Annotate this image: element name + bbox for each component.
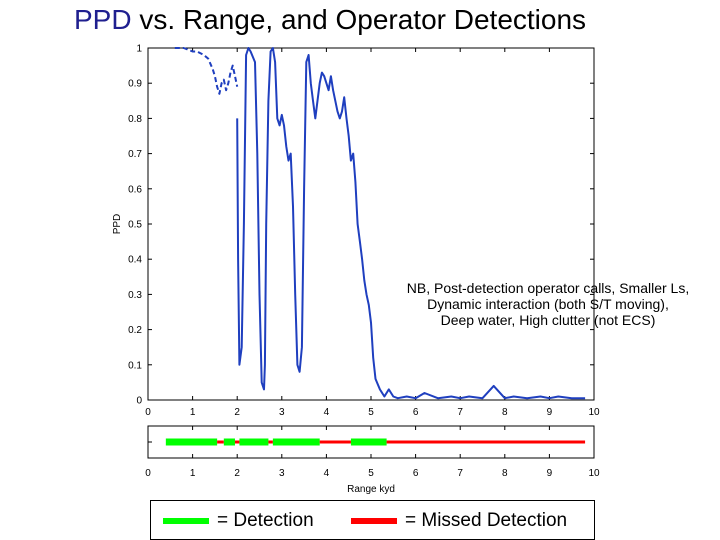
- y-tick-label: 0.7: [128, 149, 142, 160]
- y-tick-label: 0.8: [128, 114, 142, 125]
- y-tick-label: 1: [136, 44, 142, 55]
- strip-x-tick-label: 6: [413, 468, 419, 479]
- legend-missed-label: = Missed Detection: [405, 510, 568, 531]
- x-tick-label: 10: [588, 407, 600, 418]
- strip-x-tick-label: 10: [588, 468, 600, 479]
- strip-x-tick-label: 0: [145, 468, 151, 479]
- y-tick-label: 0.2: [128, 325, 142, 336]
- slide-title: PPD vs. Range, and Operator Detections: [0, 4, 720, 36]
- detection-swatch: [163, 518, 209, 524]
- y-tick-label: 0.4: [128, 255, 142, 266]
- annotation-line: Deep water, High clutter (not ECS): [441, 312, 656, 328]
- x-axis-label: Range kyd: [347, 484, 395, 495]
- annotation-line: Dynamic interaction (both S/T moving),: [427, 296, 669, 312]
- y-tick-label: 0: [136, 396, 142, 407]
- ppd-line-solid: [236, 47, 586, 400]
- strip-x-tick-label: 3: [279, 468, 285, 479]
- x-tick-label: 5: [368, 407, 374, 418]
- x-tick-label: 8: [502, 407, 508, 418]
- strip-x-tick-label: 4: [324, 468, 330, 479]
- x-tick-label: 3: [279, 407, 285, 418]
- legend-detection-label: = Detection: [217, 510, 314, 531]
- strip-x-tick-label: 7: [457, 468, 463, 479]
- legend-item-missed: = Missed Detection: [351, 510, 567, 532]
- strip-x-tick-label: 2: [234, 468, 240, 479]
- y-tick-label: 0.1: [128, 360, 142, 371]
- y-tick-label: 0.9: [128, 79, 142, 90]
- y-axis-label: PPD: [112, 214, 123, 235]
- strip-x-tick-label: 8: [502, 468, 508, 479]
- x-tick-label: 2: [234, 407, 240, 418]
- legend: = Detection = Missed Detection: [150, 500, 595, 540]
- strip-x-tick-label: 5: [368, 468, 374, 479]
- x-tick-label: 9: [547, 407, 553, 418]
- slide-title-accent: PPD: [74, 4, 132, 35]
- slide-title-rest: vs. Range, and Operator Detections: [131, 4, 587, 35]
- legend-item-detection: = Detection: [163, 510, 314, 532]
- x-tick-label: 7: [457, 407, 463, 418]
- x-tick-label: 0: [145, 407, 151, 418]
- missed-swatch: [351, 518, 397, 524]
- x-tick-label: 6: [413, 407, 419, 418]
- y-tick-label: 0.6: [128, 184, 142, 195]
- y-tick-label: 0.3: [128, 290, 142, 301]
- strip-x-tick-label: 1: [190, 468, 196, 479]
- x-tick-label: 4: [324, 407, 330, 418]
- strip-x-tick-label: 9: [547, 468, 553, 479]
- main-chart: 0 1 2 3 4 5 6 7 8 9 1000.10.20.30.40.50.60.70.80.9…: [112, 44, 689, 496]
- y-tick-label: 0.5: [128, 220, 142, 231]
- annotation-line: NB, Post-detection operator calls, Small…: [407, 280, 689, 296]
- plot-area: [147, 47, 595, 401]
- x-tick-label: 1: [190, 407, 196, 418]
